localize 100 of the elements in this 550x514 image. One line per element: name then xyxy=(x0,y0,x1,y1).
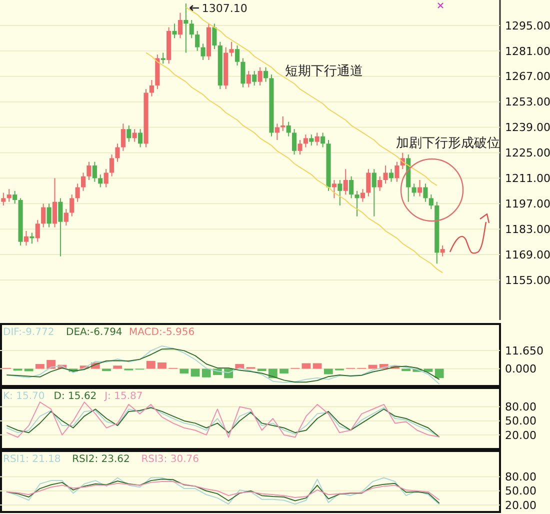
y-tick-label: 1169.00 xyxy=(505,248,550,262)
series-label: K: 15.70 xyxy=(3,391,45,402)
candlestick xyxy=(258,66,262,86)
candlestick xyxy=(172,23,177,39)
candlestick xyxy=(86,161,92,180)
bar xyxy=(302,363,311,369)
candlestick xyxy=(132,128,137,142)
candlestick xyxy=(417,180,422,197)
series-label: J: 15.87 xyxy=(104,391,143,402)
candlestick xyxy=(104,168,108,188)
y-tick-label: 50.00 xyxy=(505,414,536,428)
candlestick xyxy=(189,20,194,39)
candlestick xyxy=(115,143,120,162)
candlestick xyxy=(332,180,336,199)
bar xyxy=(113,366,122,369)
y-tick-label: 80.00 xyxy=(505,470,536,484)
candlestick xyxy=(58,198,63,257)
candlestick xyxy=(64,208,68,226)
candlestick xyxy=(234,44,240,66)
bar xyxy=(102,368,111,372)
candlestick xyxy=(92,161,97,182)
bar xyxy=(280,368,288,374)
candlestick xyxy=(252,70,257,86)
candlestick xyxy=(24,230,29,246)
text: DEA:-6.794 xyxy=(66,327,122,338)
candlestick xyxy=(246,70,251,88)
y-tick-label: 0.000 xyxy=(505,362,536,376)
series-label: RSI1: 21.18 xyxy=(3,454,61,465)
candlestick xyxy=(149,80,154,97)
y-tick-label: 1155.00 xyxy=(505,274,550,287)
y-tick-label: 20.00 xyxy=(505,498,536,512)
bar xyxy=(190,368,200,377)
y-tick-label: 1253.00 xyxy=(505,96,550,109)
candlestick xyxy=(388,168,394,182)
candlestick xyxy=(98,174,103,188)
candlestick xyxy=(412,183,416,197)
candlestick xyxy=(126,124,132,142)
candlestick xyxy=(303,134,308,148)
y-tick-label: 1239.00 xyxy=(505,121,550,134)
candlestick xyxy=(366,168,371,197)
candlestick xyxy=(229,41,234,57)
bar xyxy=(24,368,34,372)
y-tick-label: 1295.00 xyxy=(505,19,550,32)
y-tick-label: 1211.00 xyxy=(505,172,550,186)
candlestick xyxy=(286,121,291,137)
bar xyxy=(257,368,266,372)
candlestick xyxy=(160,52,166,64)
candlestick xyxy=(35,220,40,242)
annotation: 短期下行通道 xyxy=(285,64,363,79)
y-tick-label: 80.00 xyxy=(505,400,536,414)
series-label: D: 15.62 xyxy=(54,391,97,402)
series-label: RSI2: 23.62 xyxy=(72,454,130,465)
candlestick xyxy=(338,180,342,206)
y-tick-label: 1281.00 xyxy=(505,44,550,58)
candlestick xyxy=(1,192,6,206)
candlestick xyxy=(46,203,52,228)
bar xyxy=(434,368,444,378)
y-tick-label: 1197.00 xyxy=(505,197,550,210)
candlestick xyxy=(75,183,80,202)
bar xyxy=(158,362,166,369)
candlestick xyxy=(298,140,302,156)
candlestick xyxy=(349,176,354,199)
candlestick xyxy=(354,190,360,217)
candlestick xyxy=(240,58,246,88)
candlestick xyxy=(343,168,348,196)
candlestick xyxy=(80,172,86,192)
candlestick xyxy=(212,23,217,50)
candlestick xyxy=(383,164,388,184)
candlestick xyxy=(314,132,320,146)
candlestick xyxy=(428,194,434,210)
candlestick xyxy=(423,183,428,202)
candlestick xyxy=(309,134,314,146)
candlestick xyxy=(41,203,46,228)
series-label: RSI3: 30.76 xyxy=(141,454,199,465)
candlestick xyxy=(320,132,326,148)
candlestick xyxy=(263,66,268,82)
candlestick xyxy=(52,178,58,228)
y-tick-label: 1225.00 xyxy=(505,146,550,160)
annotation: 加剧下行形成破位 xyxy=(396,136,500,151)
candlestick xyxy=(110,154,114,177)
candlestick xyxy=(12,190,18,204)
candlestick xyxy=(378,176,382,192)
candlestick xyxy=(70,194,74,217)
y-tick-label: 50.00 xyxy=(505,484,536,498)
text: DIF:-9.772 xyxy=(3,327,54,338)
candlestick xyxy=(120,123,126,152)
candlestick xyxy=(280,116,286,132)
bar xyxy=(424,368,433,372)
candlestick xyxy=(138,128,143,148)
bar xyxy=(36,364,44,369)
candlestick xyxy=(440,244,445,257)
candlestick xyxy=(6,188,12,202)
y-tick-label: 20.00 xyxy=(505,428,536,442)
candlestick xyxy=(195,30,200,52)
candlestick xyxy=(372,168,376,217)
candlestick xyxy=(292,128,297,156)
candlestick xyxy=(178,12,183,39)
bar xyxy=(324,368,333,374)
y-tick-label: 1183.00 xyxy=(505,222,550,236)
bar xyxy=(146,360,156,369)
